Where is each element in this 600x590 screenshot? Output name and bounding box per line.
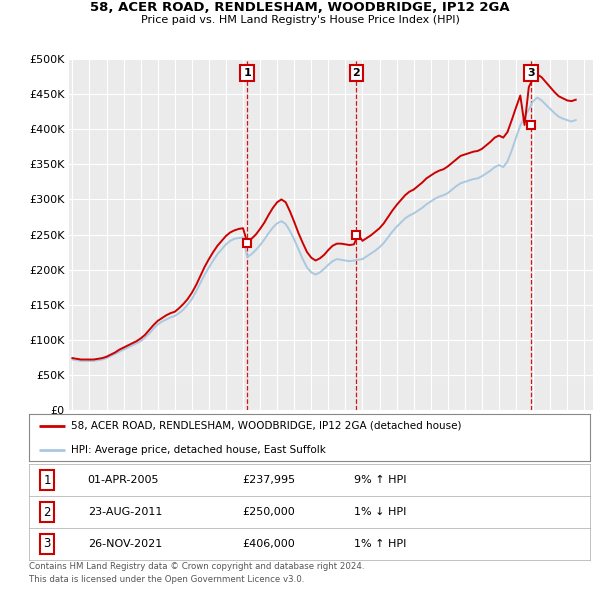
Text: 23-AUG-2011: 23-AUG-2011	[88, 507, 162, 517]
Text: 1: 1	[244, 68, 251, 78]
Text: 58, ACER ROAD, RENDLESHAM, WOODBRIDGE, IP12 2GA (detached house): 58, ACER ROAD, RENDLESHAM, WOODBRIDGE, I…	[71, 421, 461, 431]
Text: 26-NOV-2021: 26-NOV-2021	[88, 539, 162, 549]
Text: 58, ACER ROAD, RENDLESHAM, WOODBRIDGE, IP12 2GA: 58, ACER ROAD, RENDLESHAM, WOODBRIDGE, I…	[90, 1, 510, 14]
Text: Price paid vs. HM Land Registry's House Price Index (HPI): Price paid vs. HM Land Registry's House …	[140, 15, 460, 25]
Text: 3: 3	[527, 68, 535, 78]
Text: HPI: Average price, detached house, East Suffolk: HPI: Average price, detached house, East…	[71, 445, 326, 454]
Text: 2: 2	[353, 68, 361, 78]
Text: 9% ↑ HPI: 9% ↑ HPI	[354, 476, 407, 485]
Text: This data is licensed under the Open Government Licence v3.0.: This data is licensed under the Open Gov…	[29, 575, 304, 584]
Text: £237,995: £237,995	[242, 476, 295, 485]
Text: 01-APR-2005: 01-APR-2005	[88, 476, 159, 485]
Text: 1: 1	[44, 474, 51, 487]
Text: £406,000: £406,000	[242, 539, 295, 549]
Text: 2: 2	[44, 506, 51, 519]
Text: Contains HM Land Registry data © Crown copyright and database right 2024.: Contains HM Land Registry data © Crown c…	[29, 562, 364, 571]
Text: 1% ↑ HPI: 1% ↑ HPI	[354, 539, 407, 549]
Text: 3: 3	[44, 537, 51, 550]
Text: £250,000: £250,000	[242, 507, 295, 517]
Text: 1% ↓ HPI: 1% ↓ HPI	[354, 507, 407, 517]
